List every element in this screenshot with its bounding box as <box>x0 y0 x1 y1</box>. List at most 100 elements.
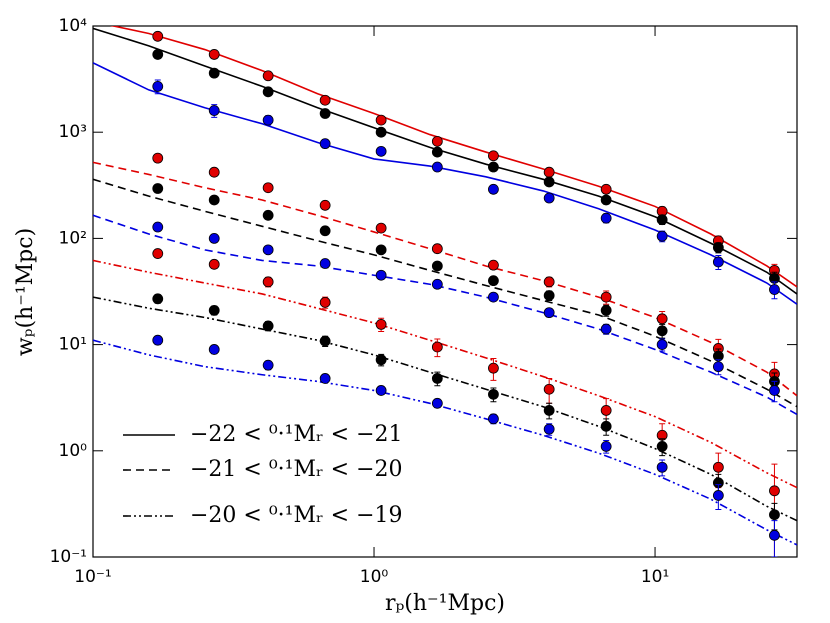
data-point <box>375 269 387 281</box>
data-point <box>375 385 387 396</box>
data-point <box>208 232 220 244</box>
data-point <box>208 304 220 316</box>
y-tick-label: 10³ <box>59 122 87 142</box>
data-point <box>600 420 612 432</box>
data-point <box>262 209 274 221</box>
data-point <box>152 248 164 259</box>
data-point <box>543 405 555 416</box>
model-line <box>93 339 797 546</box>
y-axis-label: wₚ(h⁻¹Mpc) <box>13 228 38 356</box>
data-point <box>375 126 387 138</box>
data-point <box>208 258 220 270</box>
x-axis-label: rₚ(h⁻¹Mpc) <box>385 591 505 616</box>
data-point <box>600 183 612 195</box>
data-point <box>656 230 668 242</box>
data-point <box>488 183 499 195</box>
model-line <box>93 214 797 416</box>
data-point <box>488 291 499 303</box>
data-point <box>152 183 164 194</box>
data-point <box>319 258 331 269</box>
data-point <box>488 362 499 374</box>
data-point <box>543 192 555 204</box>
y-tick-label: 10⁰ <box>59 441 88 461</box>
data-point <box>262 276 274 288</box>
data-point <box>769 385 780 396</box>
plot-frame <box>92 25 798 558</box>
legend-label: −20 < ⁰·¹Mᵣ < −19 <box>190 503 403 528</box>
data-point <box>543 307 555 319</box>
data-point <box>543 176 555 188</box>
data-point <box>431 260 443 272</box>
data-point <box>656 214 668 226</box>
data-point <box>208 67 220 79</box>
data-point <box>656 339 668 351</box>
data-point <box>656 325 668 337</box>
x-tick-label: 10¹ <box>641 567 669 587</box>
data-point <box>431 341 443 353</box>
model-line <box>93 161 797 397</box>
data-point <box>152 80 164 92</box>
data-point <box>488 413 499 425</box>
data-point <box>152 334 164 346</box>
data-point <box>319 335 331 347</box>
data-point <box>769 509 780 521</box>
data-point <box>488 259 499 271</box>
data-point <box>656 441 668 452</box>
data-point <box>712 361 724 373</box>
data-point <box>262 70 274 82</box>
model-line <box>93 259 797 489</box>
data-point <box>152 49 164 60</box>
data-point <box>543 423 555 435</box>
data-point <box>262 86 274 98</box>
data-point <box>319 138 331 150</box>
data-point <box>543 290 555 301</box>
y-tick-label: 10⁻¹ <box>50 547 87 567</box>
data-point <box>375 244 387 256</box>
data-point <box>319 225 331 237</box>
data-point <box>543 166 555 178</box>
data-point <box>488 388 499 400</box>
data-point <box>431 373 443 384</box>
y-tick-label: 10² <box>59 228 87 248</box>
data-point <box>712 256 724 268</box>
data-point <box>600 194 612 206</box>
data-point <box>543 383 555 395</box>
data-point <box>375 145 387 157</box>
data-point <box>431 146 443 158</box>
data-point <box>712 242 724 253</box>
data-point <box>600 291 612 303</box>
data-point <box>488 161 499 173</box>
legend-label: −22 < ⁰·¹Mᵣ < −21 <box>190 422 403 447</box>
y-tick-label: 10⁴ <box>59 16 88 36</box>
y-tick-label: 10¹ <box>59 335 87 355</box>
data-point <box>431 243 443 255</box>
data-point <box>712 490 724 501</box>
data-point <box>600 405 612 416</box>
data-point <box>600 323 612 335</box>
data-point <box>431 278 443 290</box>
data-point <box>375 222 387 234</box>
data-point <box>488 275 499 287</box>
data-point <box>431 161 443 173</box>
data-point <box>319 94 331 106</box>
data-point <box>262 114 274 126</box>
data-point <box>319 108 331 119</box>
data-point <box>769 485 780 497</box>
data-point <box>431 135 443 147</box>
data-point <box>262 320 274 332</box>
data-point <box>208 194 220 206</box>
data-point <box>208 344 220 355</box>
data-point <box>262 359 274 371</box>
data-point <box>769 284 780 295</box>
data-point <box>208 49 220 60</box>
data-point <box>152 221 164 233</box>
data-point <box>208 166 220 178</box>
data-point <box>431 397 443 409</box>
model-line <box>93 296 797 522</box>
data-point <box>375 354 387 366</box>
model-line <box>93 62 797 305</box>
data-point <box>375 318 387 330</box>
data-point <box>152 293 164 305</box>
data-point <box>262 244 274 256</box>
